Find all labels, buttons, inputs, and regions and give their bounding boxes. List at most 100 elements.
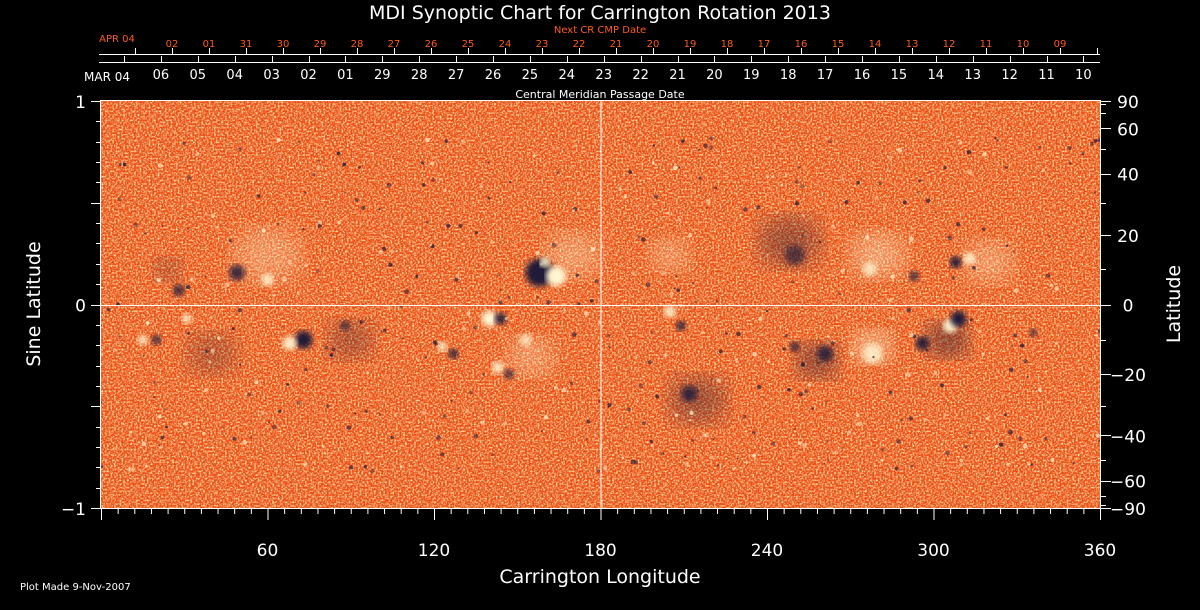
y-right-tick-label: −60 [1110,473,1146,493]
date-label: 14 [928,68,945,83]
negative-speck [415,274,419,278]
negative-speck [487,196,491,200]
negative-speck [249,436,253,439]
positive-speck [223,284,228,289]
negative-speck [346,425,352,431]
negative-spot [151,334,162,345]
negative-speck [185,284,191,290]
negative-speck [360,205,366,211]
positive-speck [1037,387,1042,392]
date-label: 10 [1075,68,1092,83]
positive-spot [540,257,550,268]
negative-speck [787,387,791,392]
positive-speck [304,263,309,267]
negative-speck [653,194,659,199]
negative-speck [725,332,728,335]
positive-speck [425,437,428,440]
negative-speck [380,330,383,333]
positive-speck [1042,168,1045,172]
positive-speck [802,442,807,448]
negative-speck [390,435,395,440]
positive-speck [709,455,713,460]
negative-speck [797,165,801,169]
negative-spot [817,345,834,362]
positive-speck [888,169,891,172]
positive-speck [337,220,341,224]
negative-speck [458,223,463,229]
positive-speck [712,409,715,412]
positive-speck [960,459,964,463]
positive-speck [621,456,625,460]
positive-speck [933,371,938,375]
positive-speck [443,188,447,192]
negative-spot [503,369,514,380]
positive-speck [808,383,812,387]
diffuse-region [667,376,728,425]
positive-speck [959,141,963,145]
positive-speck [447,385,450,388]
negative-speck [794,179,800,185]
negative-speck [798,392,803,397]
negative-speck [928,171,931,174]
positive-speck [1029,215,1032,219]
positive-speck [429,243,432,247]
positive-speck [636,400,639,403]
negative-speck [691,438,695,442]
positive-speck [662,270,666,275]
positive-speck [688,233,693,238]
negative-speck [238,147,242,151]
positive-speck [716,378,721,383]
negative-speck [187,227,190,230]
positive-spot [437,341,448,352]
positive-speck [285,219,290,223]
positive-speck [461,326,466,331]
positive-speck [539,262,543,266]
negative-speck [122,162,127,167]
positive-speck [650,443,655,448]
negative-speck [118,335,121,338]
negative-speck [472,325,478,330]
date-label: 21 [610,39,623,50]
negative-speck [736,457,739,460]
y-axis-right: 90 60 40 20 0 −20 −40 −60 −90 [1101,93,1146,520]
positive-speck [156,277,162,283]
positive-speck [325,173,328,176]
negative-speck [589,298,594,303]
date-label: 25 [462,39,475,50]
positive-speck [317,220,322,225]
negative-speck [918,179,922,183]
negative-speck [626,407,631,412]
positive-speck [254,380,259,385]
positive-speck [1012,314,1015,318]
negative-spot [950,310,967,327]
date-label: 03 [263,68,280,83]
positive-speck [846,430,852,435]
negative-speck [743,206,748,212]
x-tick-label: 240 [751,541,783,561]
date-label: 19 [684,39,697,50]
date-label: 17 [817,68,834,83]
negative-speck [925,198,931,204]
date-label: 02 [300,68,317,83]
negative-speck [716,464,720,467]
positive-speck [749,241,752,244]
negative-speck [800,362,805,367]
negative-speck [675,275,677,278]
positive-speck [217,336,221,340]
diffuse-region [794,342,839,379]
negative-speck [164,408,167,411]
negative-speck [378,413,382,416]
negative-spot [949,256,962,269]
negative-speck [968,431,972,435]
next-cmp-axis [99,48,1100,55]
negative-speck [947,235,953,241]
positive-speck [651,161,655,165]
positive-speck [535,250,540,255]
negative-speck [1093,138,1098,143]
negative-speck [1081,152,1085,156]
positive-speck [830,224,836,229]
negative-speck [546,300,551,305]
positive-speck [634,356,638,359]
next-cmp-start-label: APR 04 [99,34,135,45]
negative-spot [784,245,805,266]
